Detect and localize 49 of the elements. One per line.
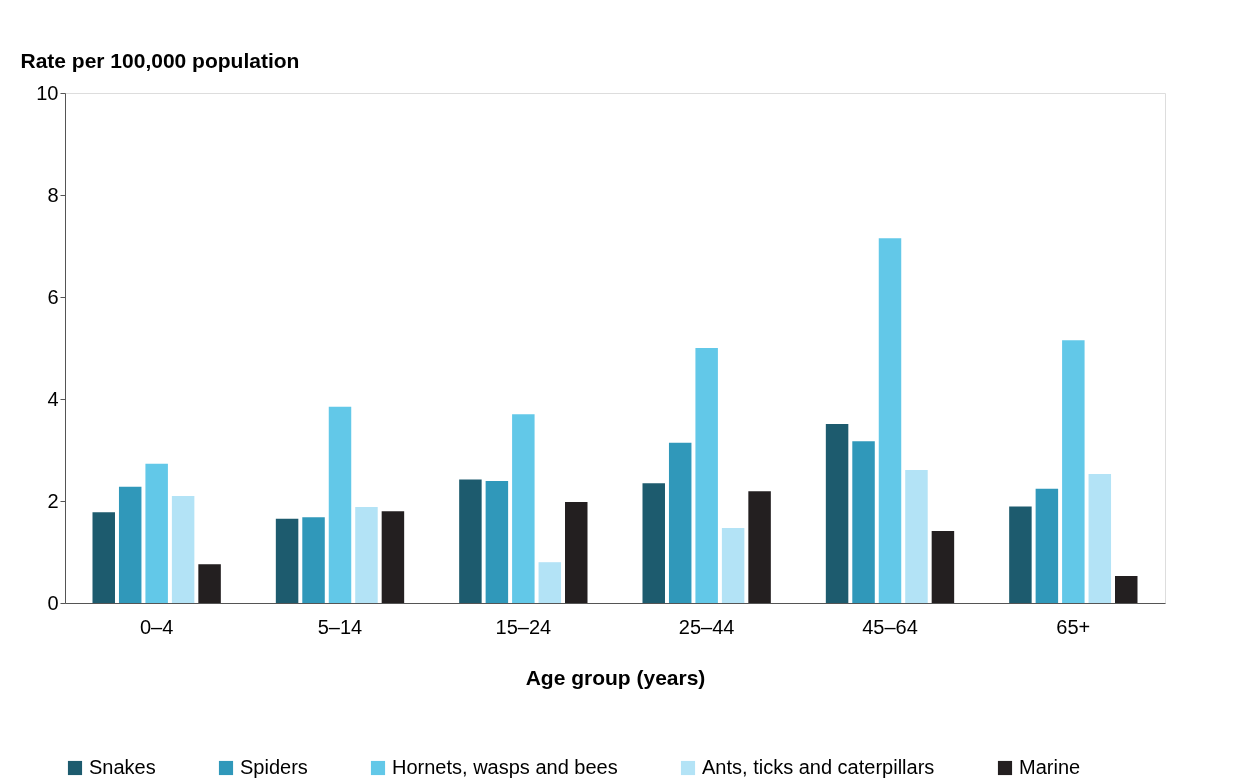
bar [381, 511, 405, 603]
legend-label: Spiders [240, 756, 308, 778]
bar [748, 491, 771, 603]
x-axis-title: Age group (years) [525, 665, 706, 689]
bar [642, 483, 665, 603]
bar [512, 414, 535, 603]
x-tick-label: 5–14 [317, 615, 363, 638]
x-tick-label: 0–4 [139, 615, 174, 638]
y-tick-label: 2 [47, 489, 59, 512]
bar [825, 423, 849, 603]
bar [1088, 473, 1112, 603]
bar [668, 442, 692, 603]
bar [1035, 488, 1059, 603]
bar [275, 518, 299, 603]
legend-label: Ants, ticks and caterpillars [702, 756, 935, 778]
bar [92, 512, 115, 603]
legend-label: Snakes [89, 756, 156, 778]
bar [721, 528, 745, 603]
bar [1062, 340, 1085, 603]
bar [302, 517, 325, 603]
bar [459, 479, 482, 603]
bar [538, 562, 562, 603]
bar [485, 481, 509, 603]
bar [118, 486, 142, 603]
x-tick-label: 15–24 [495, 615, 552, 638]
x-tick-label: 25–44 [678, 615, 735, 638]
bar [852, 441, 875, 603]
legend-label: Marine [1019, 756, 1081, 778]
x-tick-label: 45–64 [862, 615, 918, 638]
y-tick-label: 0 [47, 591, 59, 614]
bar [145, 463, 168, 603]
bar [1009, 506, 1032, 603]
y-tick-label: 10 [36, 81, 59, 104]
bar [328, 406, 352, 603]
y-tick-label: 6 [47, 285, 59, 308]
bar [565, 502, 588, 603]
bar [355, 507, 378, 603]
bar [931, 531, 955, 603]
legend-label: Hornets, wasps and bees [392, 756, 618, 778]
y-tick-label: 8 [47, 183, 59, 206]
bar [905, 469, 928, 603]
bar [695, 348, 718, 603]
y-tick-label: 4 [47, 387, 59, 410]
bar [171, 495, 195, 603]
bar [1115, 575, 1138, 603]
x-tick-label: 65+ [1056, 615, 1091, 638]
bar [878, 238, 902, 603]
y-axis-title: Rate per 100,000 population [20, 48, 300, 72]
bar [198, 564, 221, 603]
